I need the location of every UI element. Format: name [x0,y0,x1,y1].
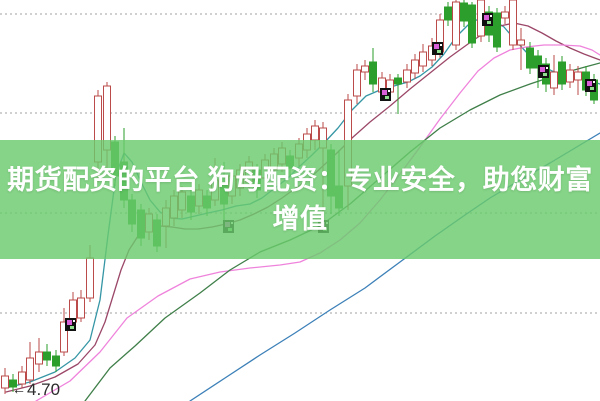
left-arrow-icon: ← [12,381,26,397]
ad-banner-title-line2: 增值 [272,203,328,234]
price-label-value: 4.70 [27,380,61,399]
ad-banner-title-line1: 期货配资的平台 狗母配资：专业安全，助您财富 [7,164,593,195]
price-label: ← 4.70 [12,380,60,399]
ad-banner-overlay[interactable]: 期货配资的平台 狗母配资：专业安全，助您财富 增值 [0,140,600,259]
